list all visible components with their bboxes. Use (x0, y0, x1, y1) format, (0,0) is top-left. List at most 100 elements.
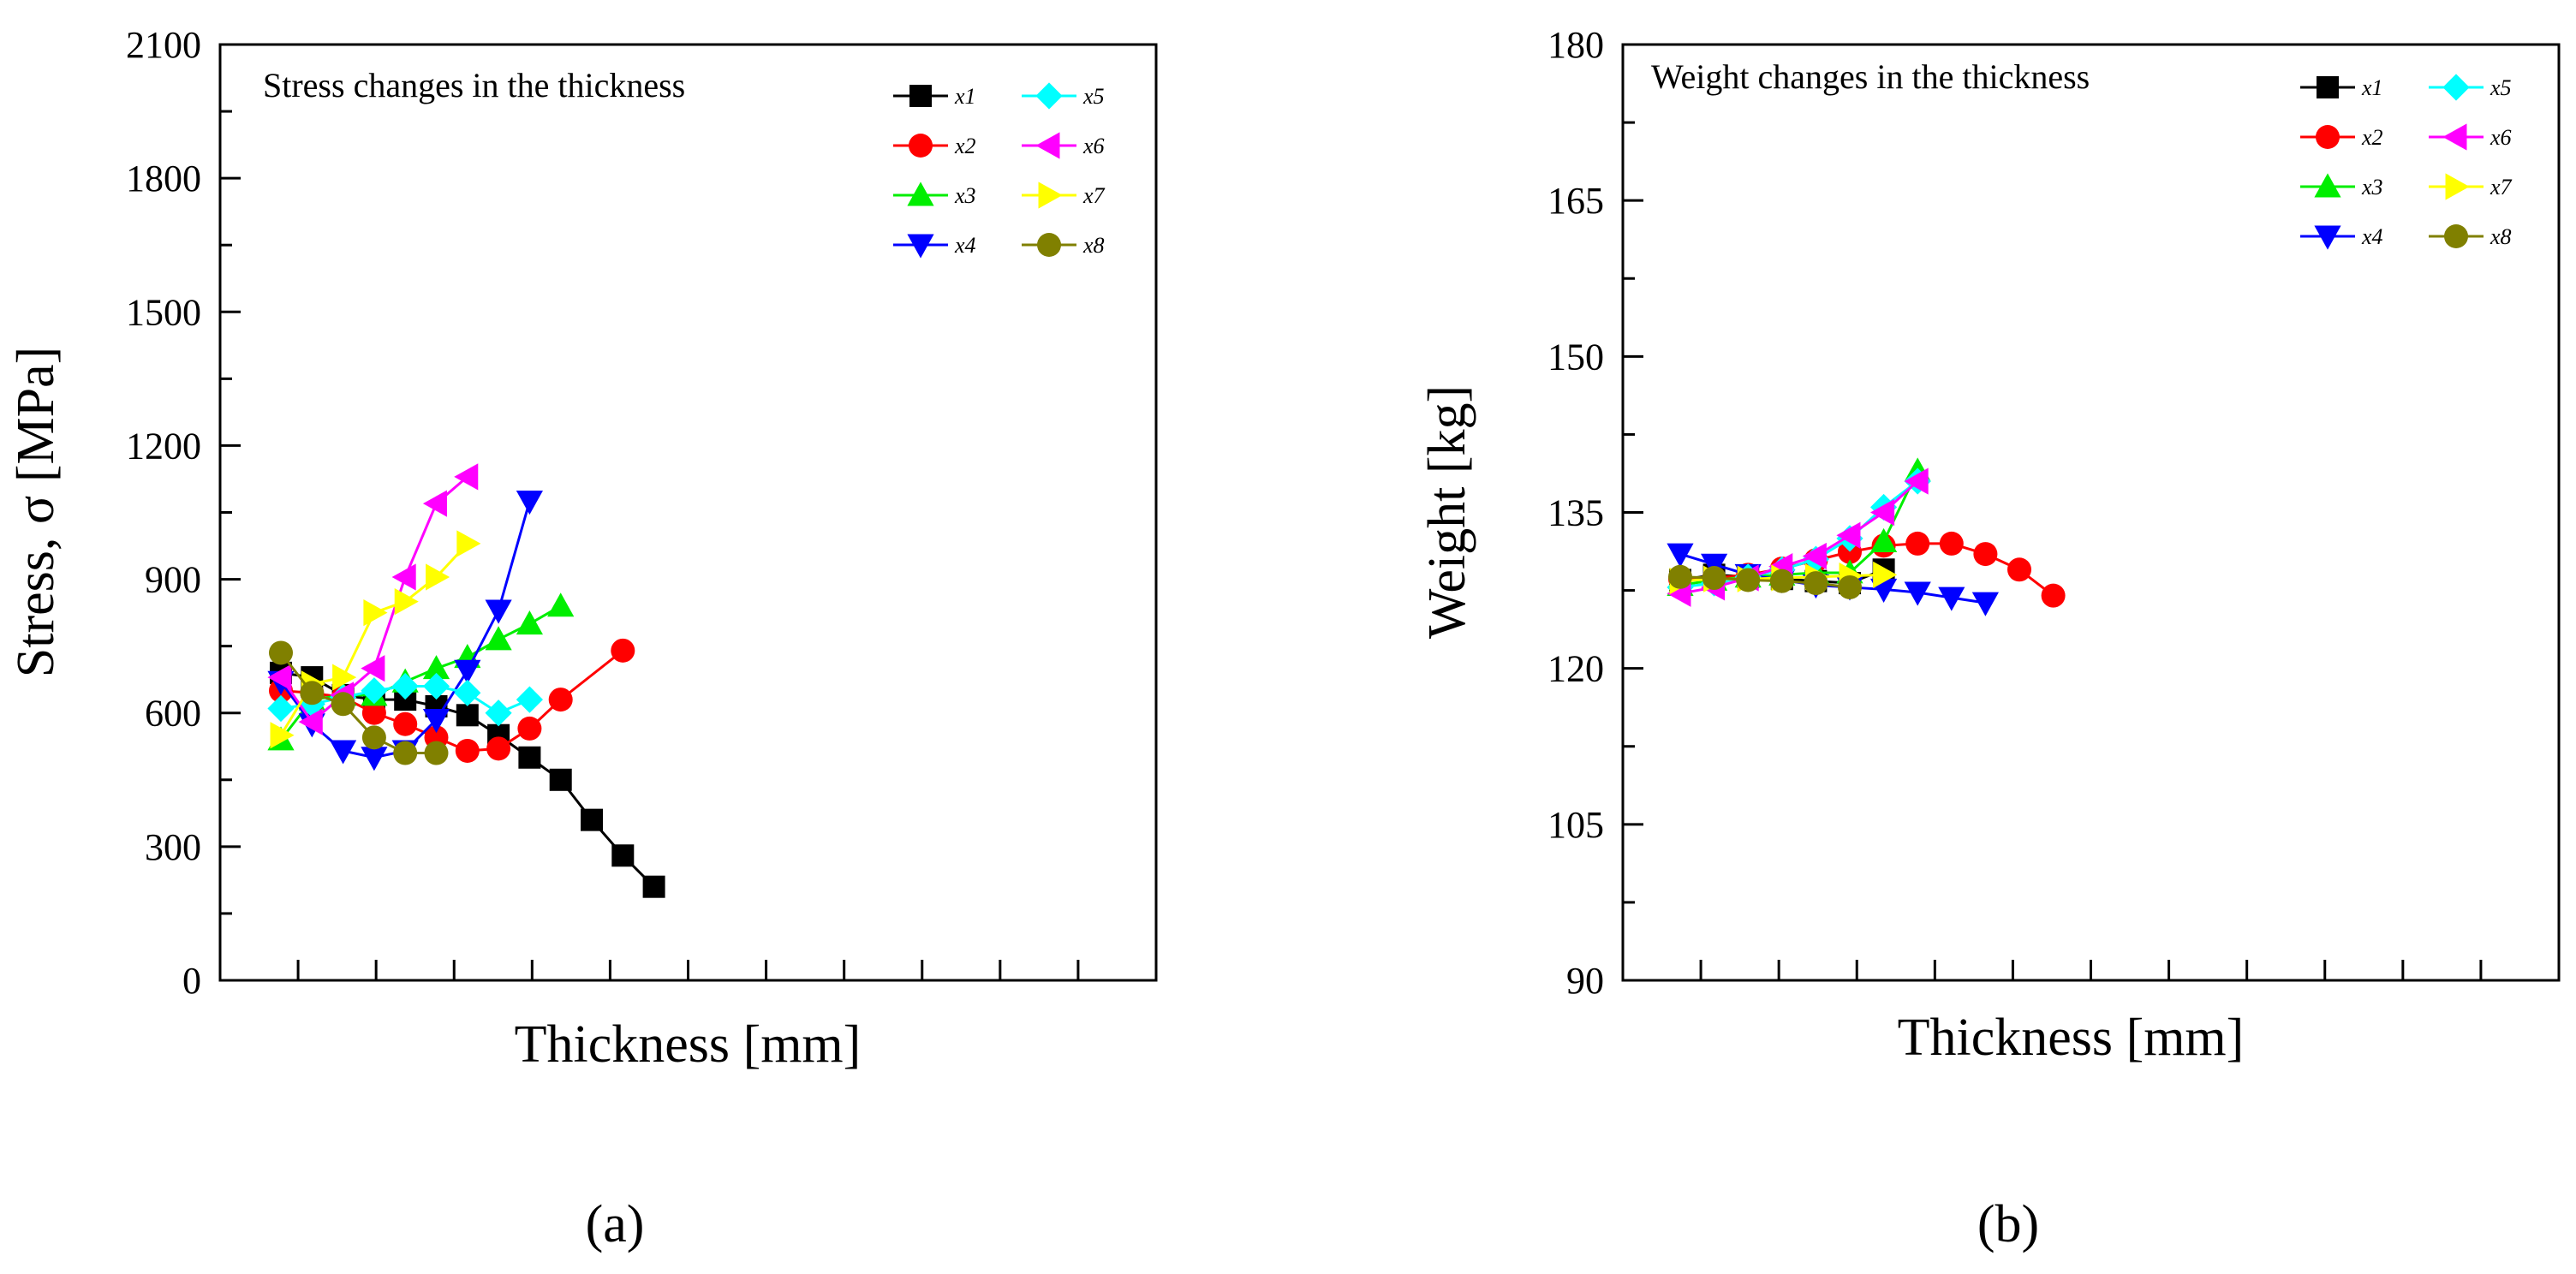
weight-point-x8 (1736, 568, 1761, 592)
weight-legend-item-x3: x3 (2300, 173, 2383, 199)
weight-legend-marker-x8 (2444, 224, 2468, 248)
weight-legend-marker-x4 (2314, 225, 2341, 250)
weight-point-x2 (1905, 531, 1930, 556)
stress-point-x1 (581, 808, 603, 831)
weight-point-x2 (1939, 531, 1964, 556)
stress-x-axis-title: Thickness [mm] (515, 1015, 862, 1074)
weight-legend-item-x7: x7 (2429, 173, 2513, 200)
stress-point-x1 (642, 875, 665, 898)
stress-legend-marker-x4 (907, 234, 934, 259)
weight-point-x8 (1838, 574, 1862, 599)
stress-point-x5 (485, 700, 512, 727)
stress-point-x5 (267, 694, 295, 723)
weight-y-tick-label: 90 (1566, 960, 1604, 1002)
stress-point-x4 (361, 747, 388, 771)
stress-y-tick-label: 2100 (126, 24, 201, 66)
stress-point-x2 (486, 736, 511, 761)
weight-y-tick-label: 165 (1547, 180, 1604, 222)
weight-legend-item-x5: x5 (2429, 74, 2512, 101)
stress-point-x8 (269, 640, 293, 665)
weight-y-axis-title: Weight [kg] (1418, 385, 1476, 639)
stress-point-x1 (549, 768, 572, 791)
weight-point-x4 (1971, 592, 1999, 616)
stress-y-tick-label: 1800 (126, 158, 201, 199)
stress-point-x7 (270, 722, 295, 749)
weight-point-x6 (1904, 467, 1929, 495)
stress-point-x5 (361, 677, 388, 705)
weight-point-x2 (2041, 583, 2066, 608)
weight-y-tick-label: 135 (1547, 492, 1604, 534)
stress-point-x2 (455, 738, 480, 763)
stress-legend-item-x4: x4 (893, 233, 976, 259)
weight-y-tick-label: 105 (1547, 804, 1604, 846)
stress-point-x7 (332, 664, 357, 691)
weight-point-x4 (1701, 553, 1728, 578)
weight-x-axis-title: Thickness [mm] (1898, 1009, 2245, 1067)
stress-y-tick-label: 900 (145, 559, 201, 601)
stress-y-tick-label: 0 (182, 960, 201, 1002)
stress-panel: 0 300 600 900 1200 1500 1800 2100 Stress change… (7, 24, 1158, 1253)
weight-legend-item-x8: x8 (2429, 224, 2512, 249)
weight-legend-marker-x1 (2317, 76, 2339, 98)
stress-point-x8 (331, 692, 355, 717)
stress-point-x3 (516, 610, 543, 635)
weight-point-x4 (1667, 543, 1694, 568)
weight-legend-item-x1: x1 (2300, 75, 2383, 100)
weight-point-x3 (1870, 527, 1898, 552)
stress-point-x4 (516, 491, 543, 515)
stress-point-x2 (548, 688, 573, 712)
stress-point-x7 (456, 530, 481, 557)
stress-point-x6 (454, 463, 479, 491)
weight-y-ticks: 90 105 120 135 150 165 180 (1547, 24, 1643, 1002)
stress-point-x2 (517, 716, 542, 741)
stress-point-x4 (485, 599, 512, 624)
weight-point-x6 (1870, 498, 1895, 527)
weight-point-x6 (1802, 542, 1827, 570)
stress-y-tick-label: 1500 (126, 291, 201, 333)
stress-point-x6 (361, 655, 385, 682)
weight-point-x6 (1836, 521, 1861, 549)
weight-point-x8 (1702, 566, 1726, 591)
weight-point-x2 (2007, 557, 2031, 582)
stress-point-x7 (426, 563, 450, 591)
weight-panel: 90 105 120 135 150 165 180 Weight changes in t… (1418, 24, 2561, 1253)
stress-point-x3 (547, 592, 575, 617)
panel-a-caption: (a) (586, 1195, 645, 1253)
stress-legend-label-x2: x2 (954, 134, 976, 158)
stress-legend-marker-x3 (907, 182, 934, 206)
stress-point-x2 (393, 711, 418, 736)
stress-point-x3 (422, 655, 450, 680)
weight-panel-title: Weight changes in the thickness (1651, 57, 2090, 96)
weight-legend-item-x4: x4 (2300, 224, 2383, 250)
weight-series-x8 (1668, 564, 1862, 599)
weight-legend-marker-x2 (2316, 125, 2340, 149)
stress-panel-title: Stress changes in the thickness (263, 66, 685, 104)
stress-point-x6 (267, 664, 292, 691)
stress-point-x8 (393, 741, 418, 765)
weight-legend-label-x8: x8 (2490, 224, 2512, 249)
stress-point-x2 (611, 638, 635, 663)
stress-point-x4 (422, 709, 450, 734)
stress-point-x4 (454, 659, 481, 684)
stress-legend-item-x5: x5 (1022, 82, 1105, 110)
weight-legend-label-x1: x1 (2361, 75, 2383, 100)
weight-legend-item-x2: x2 (2300, 125, 2383, 150)
stress-legend-label-x7: x7 (1082, 183, 1106, 208)
stress-legend-marker-x6 (1035, 132, 1060, 159)
stress-legend-label-x8: x8 (1082, 233, 1105, 258)
weight-legend-item-x6: x6 (2429, 123, 2512, 151)
stress-legend-label-x3: x3 (954, 183, 976, 208)
stress-legend: x1 x2 x3 x4 x5 x6 x7 x8 (893, 82, 1106, 259)
stress-legend-marker-x2 (909, 134, 933, 158)
stress-point-x7 (394, 587, 419, 616)
weight-point-x4 (1904, 581, 1931, 606)
stress-legend-marker-x1 (909, 85, 932, 107)
stress-point-x5 (422, 672, 450, 700)
stress-point-x8 (300, 681, 325, 705)
stress-point-x1 (611, 844, 635, 867)
weight-legend-label-x6: x6 (2490, 125, 2512, 150)
stress-legend-item-x2: x2 (893, 134, 976, 158)
panel-b-caption: (b) (1977, 1195, 2039, 1253)
stress-legend-label-x1: x1 (954, 84, 976, 109)
